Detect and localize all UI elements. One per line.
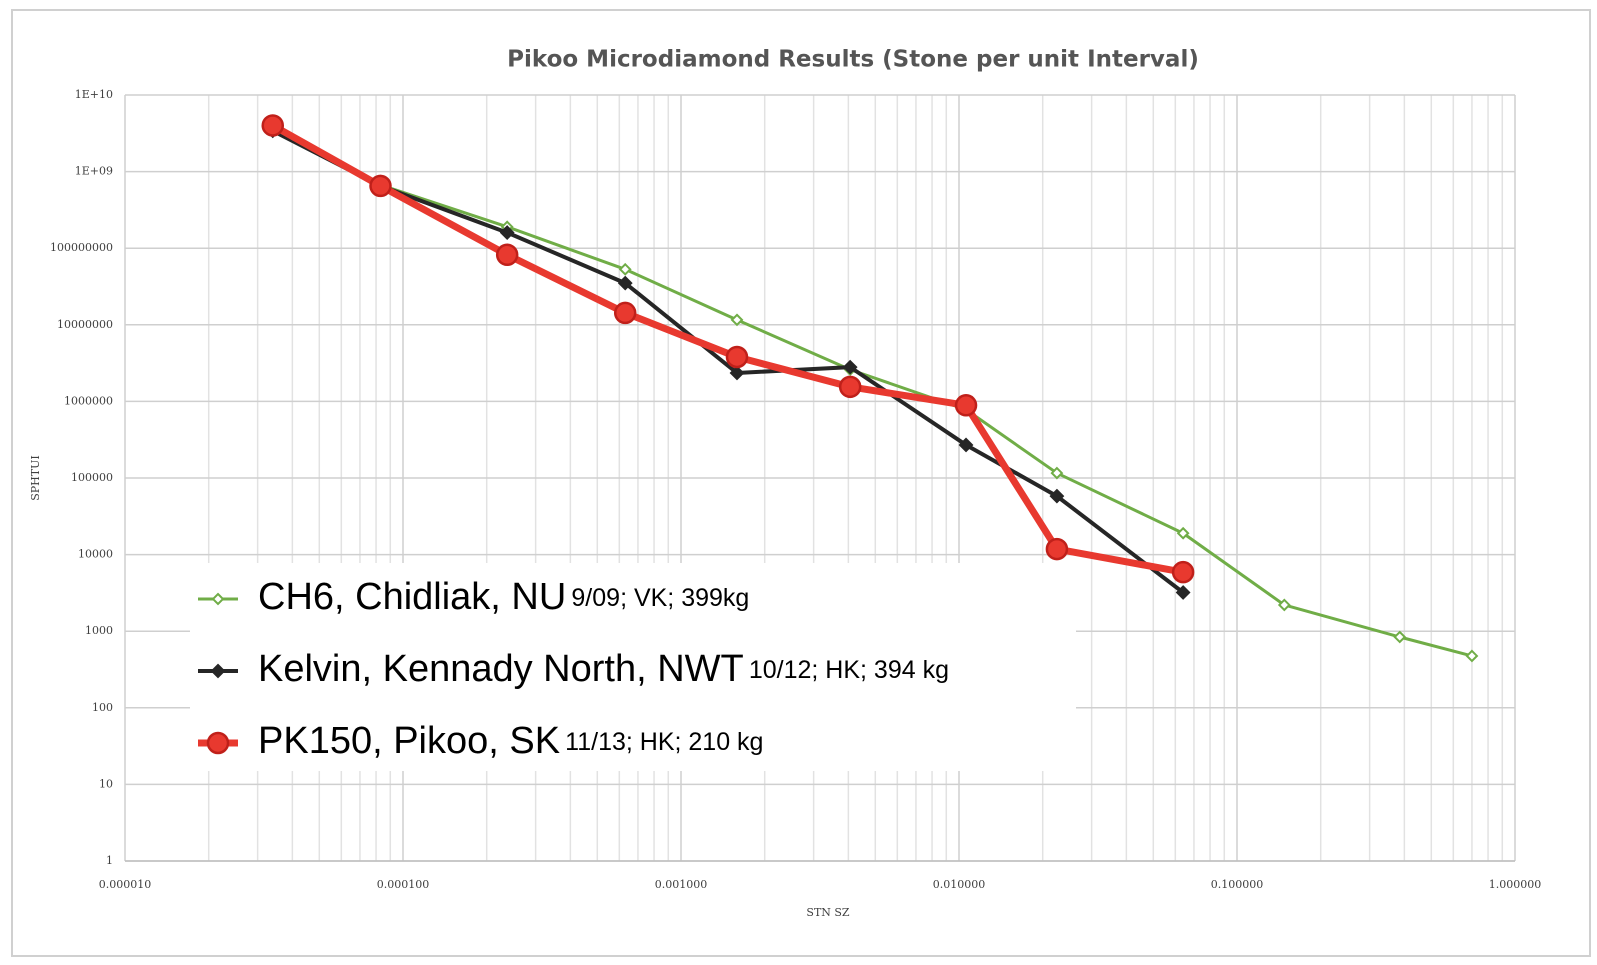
legend-entry: Kelvin, Kennady North, NWT 10/12; HK; 39…	[258, 648, 949, 690]
marker	[1175, 585, 1191, 600]
legend-swatch-marker	[206, 731, 230, 755]
legend-name: CH6, Chidliak, NU	[258, 576, 566, 618]
y-tick-label: 10	[99, 777, 113, 790]
marker	[725, 345, 749, 369]
legend-details: 11/13; HK; 210 kg	[565, 728, 763, 756]
y-tick-label: 100000	[71, 471, 113, 484]
chart-title: Pikoo Microdiamond Results (Stone per un…	[507, 47, 1199, 73]
marker	[842, 359, 858, 375]
y-tick-label: 1000000	[64, 394, 113, 407]
marker	[1045, 537, 1069, 561]
legend-details: 9/09; VK; 399kg	[571, 584, 749, 612]
y-tick-label: 100	[92, 701, 113, 714]
x-axis-label: STN SZ	[806, 906, 850, 919]
marker	[954, 394, 978, 417]
legend-entry: PK150, Pikoo, SK 11/13; HK; 210 kg	[258, 720, 763, 762]
marker	[1277, 598, 1291, 612]
marker	[1393, 630, 1407, 644]
x-tick-label: 0.001000	[655, 878, 708, 891]
x-tick-label: 0.010000	[933, 878, 986, 891]
marker	[958, 437, 974, 453]
marker	[617, 275, 633, 291]
marker	[1050, 466, 1064, 480]
x-tick-label: 1.000000	[1489, 878, 1542, 891]
marker	[1465, 649, 1479, 663]
marker	[261, 114, 285, 137]
x-tick-label: 0.000010	[99, 878, 152, 891]
marker	[618, 262, 632, 276]
marker	[613, 301, 637, 325]
y-tick-label: 10000	[78, 548, 113, 561]
legend-box	[190, 563, 1076, 771]
marker	[730, 313, 744, 327]
y-axis-label: SPHTUI	[29, 455, 42, 500]
y-tick-label: 1000	[85, 624, 113, 637]
marker	[495, 243, 519, 267]
marker	[369, 174, 392, 198]
plot-area	[261, 114, 1479, 663]
y-tick-label: 100000000	[50, 241, 113, 254]
legend-swatch-marker	[210, 663, 226, 679]
chart-frame	[11, 9, 1591, 957]
legend-name: PK150, Pikoo, SK	[258, 720, 560, 762]
marker	[838, 375, 862, 399]
legend-swatch-marker	[211, 592, 225, 606]
y-tick-label: 1	[106, 854, 113, 867]
marker	[729, 365, 745, 381]
marker	[1171, 560, 1195, 584]
legend-entry: CH6, Chidliak, NU 9/09; VK; 399kg	[258, 576, 749, 618]
legend: CH6, Chidliak, NU 9/09; VK; 399kg Kelvin,…	[190, 563, 1076, 771]
x-tick-label: 0.000100	[377, 878, 430, 891]
y-tick-label: 1E+09	[75, 165, 113, 178]
y-tick-label: 10000000	[57, 318, 113, 331]
y-tick-label: 1E+10	[75, 88, 113, 101]
marker	[499, 225, 515, 240]
marker	[1049, 488, 1065, 504]
legend-details: 10/12; HK; 394 kg	[749, 656, 949, 684]
legend-name: Kelvin, Kennady North, NWT	[258, 648, 744, 690]
marker	[1176, 526, 1190, 540]
x-tick-label: 0.100000	[1211, 878, 1264, 891]
